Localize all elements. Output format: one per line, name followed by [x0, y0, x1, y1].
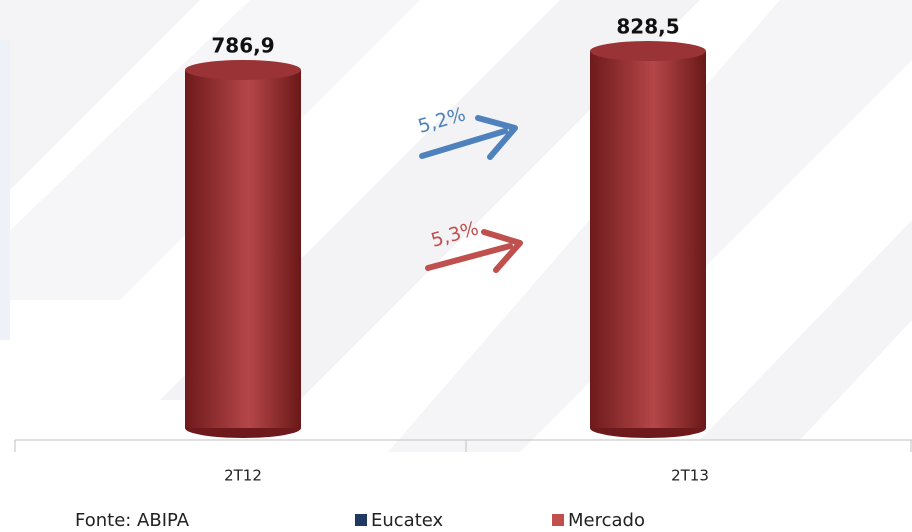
bar	[590, 41, 706, 438]
source-note: Fonte: ABIPA	[75, 510, 190, 531]
data-label: 828,5	[616, 15, 679, 39]
legend-label: Eucatex	[371, 510, 444, 531]
legend-swatch	[552, 514, 564, 526]
growth-arrows	[419, 115, 523, 273]
legend-label: Mercado	[568, 510, 645, 531]
x-tick-label: 2T12	[224, 467, 262, 485]
x-tick-label: 2T13	[671, 467, 709, 485]
legend-swatch	[355, 514, 367, 526]
bar	[185, 59, 301, 438]
data-label: 786,9	[211, 33, 274, 57]
